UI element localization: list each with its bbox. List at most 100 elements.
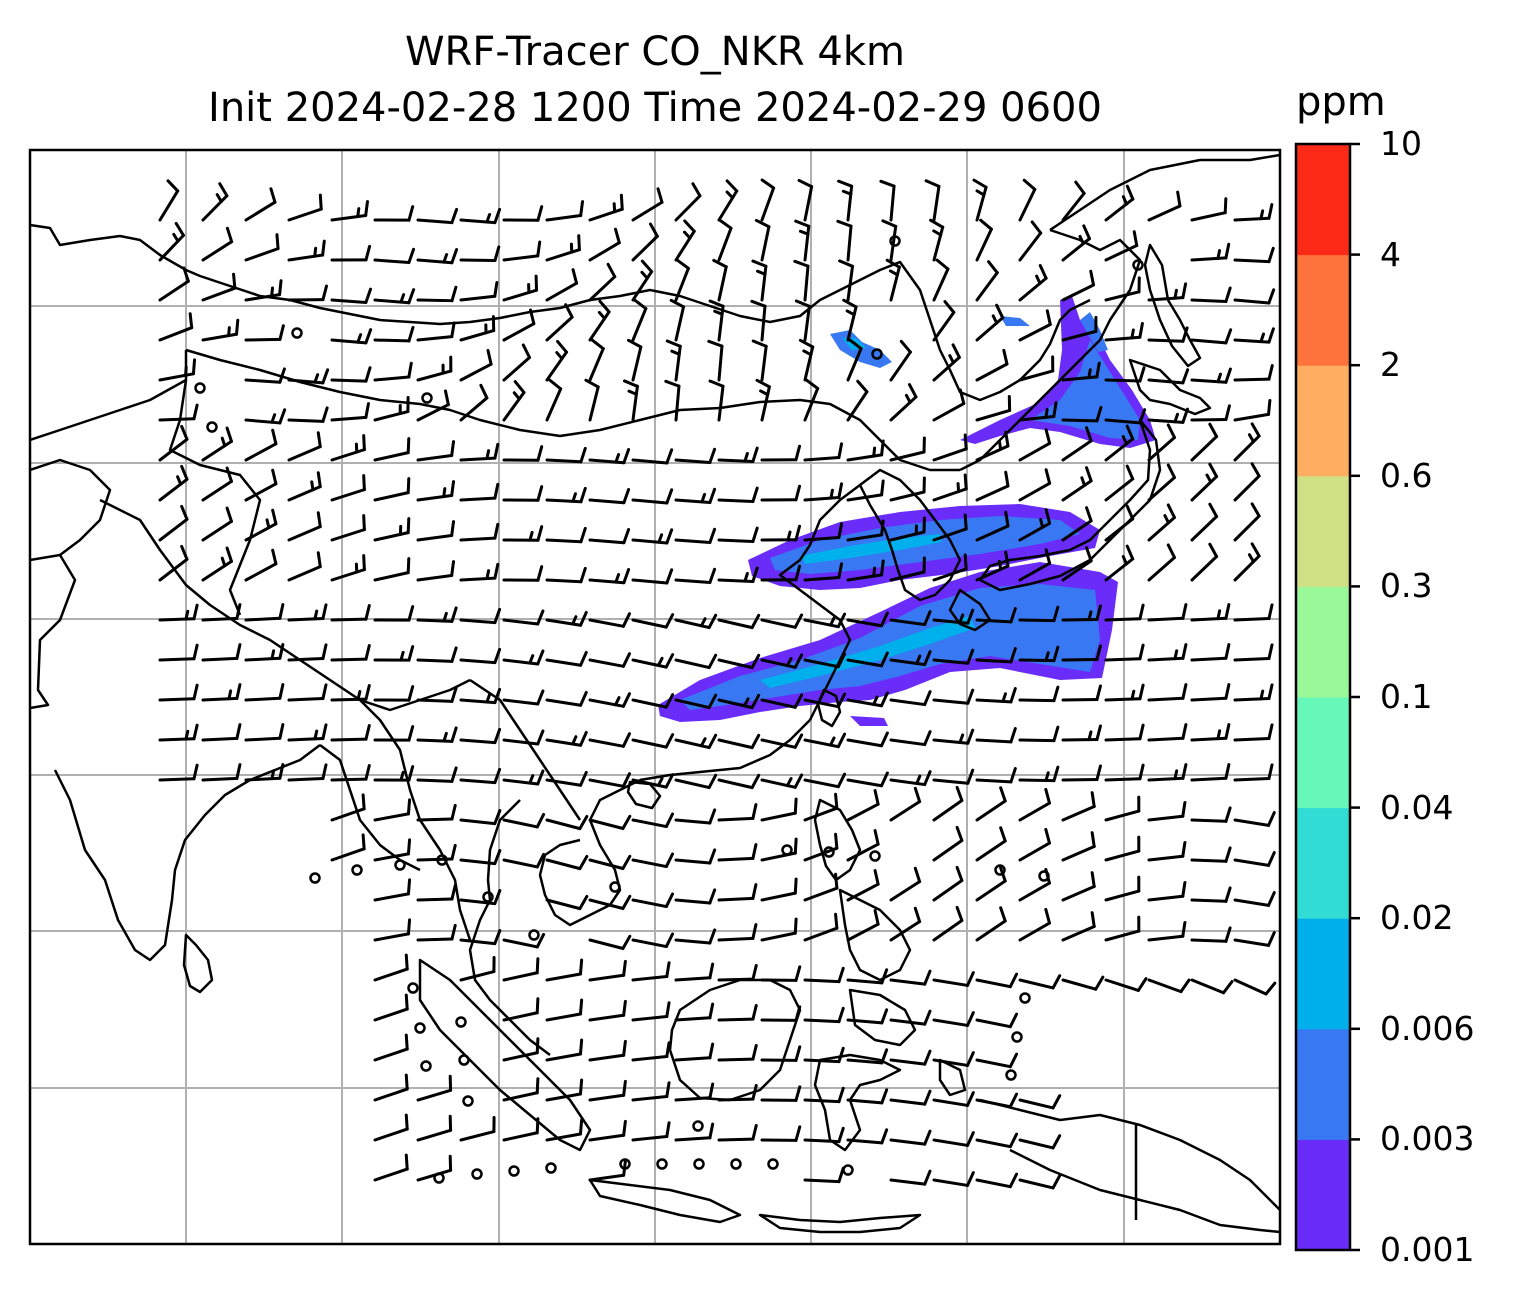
wind-barb-half-flag — [627, 389, 638, 396]
wind-barb-flag — [316, 431, 322, 449]
wind-barb-flag — [834, 832, 839, 850]
wind-barb-flag — [627, 338, 643, 349]
wind-barb-shaft — [717, 1017, 755, 1022]
wind-barb-shaft — [1190, 938, 1228, 943]
wind-barb-flag — [579, 566, 587, 584]
wind-barb-flag — [578, 958, 584, 976]
wind-barb-half-flag — [872, 446, 877, 458]
wind-barb-flag — [318, 193, 323, 211]
wind-barb-flag — [1224, 683, 1231, 700]
wind-barb-flag — [579, 650, 588, 667]
wind-barb-shaft — [889, 618, 927, 627]
wind-barb-flag — [1224, 723, 1231, 740]
wind-barb-shaft — [373, 571, 410, 582]
wind-barb-shaft — [889, 530, 926, 542]
wind-barb-shaft — [158, 372, 195, 382]
wind-barb-half-flag — [956, 482, 961, 494]
wind-barb-flag — [664, 812, 675, 829]
wind-barb-shaft — [889, 978, 927, 986]
wind-barb-flag — [1181, 840, 1187, 858]
wind-barb-shaft — [932, 184, 941, 222]
wind-barb-shaft — [1104, 477, 1135, 502]
wind-barb-shaft — [1061, 844, 1096, 862]
wind-barb-half-flag — [1044, 651, 1050, 662]
sumatra — [418, 958, 592, 1152]
wind-barb-shaft — [717, 578, 755, 583]
wind-barb-flag — [751, 1123, 758, 1141]
wind-barb-shaft — [846, 453, 884, 462]
wind-barb-flag — [192, 643, 199, 661]
wind-barb-flag — [665, 528, 674, 545]
wind-barb-flag — [1250, 462, 1261, 478]
wind-barb-shaft — [803, 1138, 841, 1144]
wind-barb-flag — [1264, 981, 1277, 996]
wind-barb-shaft — [502, 1131, 539, 1142]
wind-barb-flag — [640, 259, 654, 274]
wind-barb-flag — [1074, 180, 1086, 195]
wind-barb-half-flag — [1078, 234, 1085, 246]
wind-barb-shaft — [373, 451, 410, 462]
wind-barb-flag — [271, 508, 278, 526]
wind-barb-flag — [404, 1113, 409, 1131]
wind-barb-flag — [450, 726, 458, 743]
wind-barb-shaft — [674, 344, 682, 382]
wind-barb-flag — [707, 773, 718, 790]
wind-barb-flag — [404, 1033, 409, 1051]
wind-barb-shaft — [459, 898, 497, 906]
wind-barb-shaft — [201, 439, 233, 462]
wind-barb-flag — [493, 647, 502, 665]
colorbar-tick-label: 2 — [1380, 345, 1401, 385]
wind-barb-flag — [1094, 975, 1105, 991]
wind-barb-shaft — [975, 1058, 1012, 1069]
wind-barb-flag — [838, 259, 855, 268]
wind-barb-shaft — [416, 218, 454, 225]
wind-barb-flag — [316, 511, 322, 529]
wind-barb-shaft — [932, 447, 968, 462]
wind-barb-flag — [995, 303, 1005, 320]
colorbar-segment — [1296, 365, 1350, 477]
wind-barb-half-flag — [785, 777, 793, 788]
wind-barb-flag — [1181, 643, 1188, 660]
wind-barb-flag — [793, 917, 798, 935]
wind-barb-flag — [578, 1078, 584, 1096]
wind-barb-shaft — [502, 1051, 539, 1062]
wind-barb-shaft — [588, 818, 625, 831]
wind-barb-flag — [879, 179, 896, 188]
wind-barb-flag — [622, 1119, 627, 1137]
wind-barb-flag — [873, 909, 880, 926]
wind-barb-shaft — [459, 818, 497, 826]
wind-barb-shaft — [158, 477, 189, 502]
wind-barb-half-flag — [1173, 769, 1179, 781]
wind-barb-flag — [966, 768, 975, 785]
wind-barb-flag — [923, 610, 932, 627]
wind-barb-shaft — [932, 658, 970, 665]
wind-barb-shaft — [846, 658, 884, 668]
wind-barb-shaft — [502, 356, 532, 382]
wind-barb-flag — [923, 1009, 932, 1026]
wind-calm-marker — [730, 1158, 742, 1170]
wind-barb-shaft — [287, 737, 325, 742]
wind-barb-half-flag — [699, 617, 707, 628]
wind-barb-half-flag — [958, 733, 965, 744]
wind-barb-shaft — [674, 1096, 712, 1102]
wind-barb-half-flag — [743, 571, 749, 583]
wind-barb-flag — [873, 829, 880, 846]
wind-barb-flag — [404, 1073, 409, 1091]
wind-barb-half-flag — [1087, 730, 1093, 742]
wind-barb-shaft — [459, 496, 497, 502]
wind-barb-shaft — [975, 564, 1010, 582]
border-mongolia-china — [185, 348, 960, 472]
wind-barb-shaft — [1147, 776, 1185, 782]
wind-barb-half-flag — [614, 453, 621, 464]
wind-barb-shaft — [588, 938, 625, 951]
wind-barb-shaft — [975, 1018, 1012, 1029]
wind-barb-shaft — [1018, 561, 1052, 582]
colorbar-tick-label: 10 — [1380, 124, 1422, 163]
wind-barb-shaft — [244, 247, 280, 262]
wind-calm-marker — [842, 1164, 854, 1176]
wind-barb-shaft — [1018, 778, 1056, 783]
wind-barb-shaft — [416, 335, 454, 342]
wind-barb-flag — [271, 428, 278, 446]
wind-barb-shaft — [1061, 804, 1096, 822]
wind-barb-flag — [1166, 543, 1176, 559]
